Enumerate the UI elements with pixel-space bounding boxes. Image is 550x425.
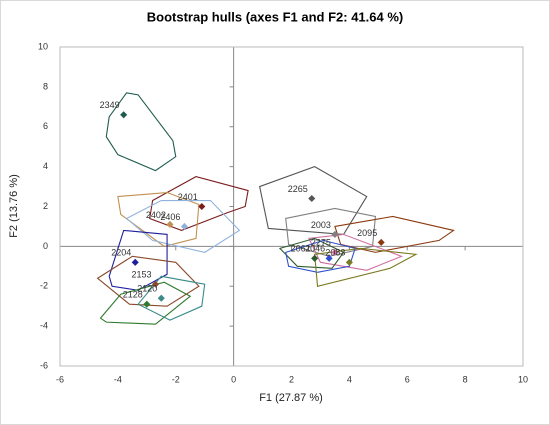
x-tick-label: 4: [347, 374, 352, 384]
hull: [308, 233, 403, 271]
point: [377, 238, 385, 246]
point: [308, 194, 316, 203]
hull: [99, 281, 192, 325]
hull: [278, 237, 345, 269]
x-tick-label: 2: [289, 374, 294, 384]
plot-border: [59, 46, 524, 367]
point-label: 2401: [178, 192, 198, 202]
hull: [117, 191, 200, 247]
point: [325, 254, 333, 262]
y-tick-label: 10: [38, 41, 48, 51]
point: [311, 254, 319, 262]
y-tick-label: 6: [43, 121, 48, 131]
x-tick-label: 10: [518, 374, 528, 384]
y-tick-label: 0: [43, 241, 48, 251]
point-label: 2406: [160, 212, 180, 222]
y-tick-label: -6: [40, 360, 48, 370]
point-label: 2046: [305, 244, 325, 254]
x-tick-label: -2: [172, 374, 180, 384]
hull: [96, 255, 200, 307]
hull: [149, 176, 249, 232]
point-label: 2265: [288, 184, 308, 194]
point-label: 2128: [123, 290, 143, 300]
point-label: 2120: [137, 284, 157, 294]
y-tick-label: 4: [43, 161, 48, 171]
hull: [285, 239, 356, 273]
hull: [314, 247, 418, 287]
point-label: 2402: [146, 210, 166, 220]
x-tick-label: 8: [463, 374, 468, 384]
point: [151, 280, 160, 288]
point: [166, 220, 174, 228]
x-tick-label: -6: [56, 374, 64, 384]
hull: [285, 207, 377, 257]
x-tick-label: 6: [405, 374, 410, 384]
point: [131, 258, 139, 266]
x-tick-label: -4: [114, 374, 122, 384]
y-tick-label: 2: [43, 201, 48, 211]
point: [331, 248, 339, 256]
point: [157, 294, 165, 302]
y-axis-title: F2 (13.76 %): [8, 174, 20, 238]
point-label: 2153: [131, 270, 151, 280]
point-label: 2061: [291, 244, 311, 254]
point: [331, 230, 339, 238]
point-label: 2204: [111, 248, 131, 258]
point: [345, 258, 353, 266]
y-tick-label: 8: [43, 81, 48, 91]
point: [143, 300, 151, 308]
chart-title: Bootstrap hulls (axes F1 and F2: 41.64 %…: [147, 9, 403, 24]
hull: [125, 199, 241, 253]
hull: [108, 229, 168, 291]
hull: [105, 92, 177, 172]
point: [120, 111, 128, 119]
y-tick-label: -4: [40, 321, 48, 331]
point-label: 2083: [325, 248, 345, 258]
point: [198, 202, 206, 211]
point-label: 2095: [357, 228, 377, 238]
point-label: 2349: [100, 100, 120, 110]
x-axis-title: F1 (27.87 %): [259, 392, 323, 404]
point-label: 2275: [311, 238, 331, 248]
point: [180, 222, 188, 230]
point-label: 2003: [311, 220, 331, 230]
y-tick-label: -2: [40, 281, 48, 291]
hull: [137, 275, 206, 321]
hull: [259, 166, 368, 235]
x-tick-label: 0: [231, 374, 236, 384]
